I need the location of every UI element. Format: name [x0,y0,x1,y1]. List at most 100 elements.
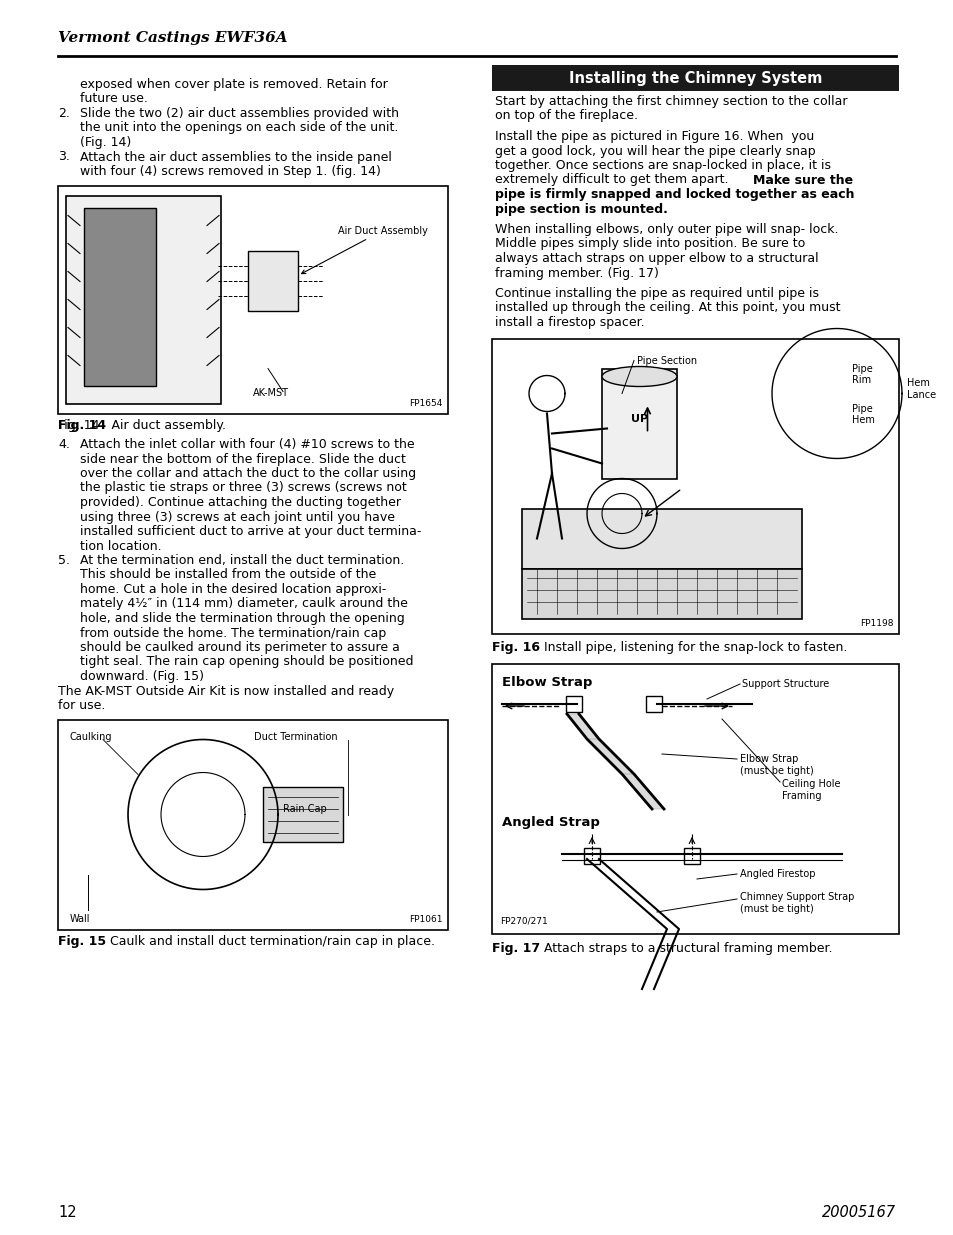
Text: on top of the fireplace.: on top of the fireplace. [495,110,638,122]
Text: Caulking: Caulking [70,731,112,741]
Text: Fig. 17: Fig. 17 [492,942,539,955]
Text: for use.: for use. [58,699,105,713]
Text: Elbow Strap
(must be tight): Elbow Strap (must be tight) [740,755,813,776]
Text: downward. (Fig. 15): downward. (Fig. 15) [80,671,204,683]
Text: mately 4½″ in (114 mm) diameter, caulk around the: mately 4½″ in (114 mm) diameter, caulk a… [80,598,408,610]
Text: always attach straps on upper elbow to a structural: always attach straps on upper elbow to a… [495,252,818,266]
Text: from outside the home. The termination/rain cap: from outside the home. The termination/r… [80,626,386,640]
Text: future use.: future use. [80,93,148,105]
Text: Fig. 14: Fig. 14 [58,420,106,432]
Text: This should be installed from the outside of the: This should be installed from the outsid… [80,568,375,582]
Text: tion location.: tion location. [80,540,161,552]
Text: (Fig. 14): (Fig. 14) [80,136,132,149]
Text: Elbow Strap: Elbow Strap [501,676,592,689]
Text: hole, and slide the termination through the opening: hole, and slide the termination through … [80,613,404,625]
Text: Start by attaching the first chimney section to the collar: Start by attaching the first chimney sec… [495,95,846,107]
Polygon shape [621,774,663,809]
FancyBboxPatch shape [492,664,898,934]
Text: get a good lock, you will hear the pipe clearly snap: get a good lock, you will hear the pipe … [495,144,815,158]
Text: 3.: 3. [58,151,70,163]
Text: The AK-MST Outside Air Kit is now installed and ready: The AK-MST Outside Air Kit is now instal… [58,684,394,698]
Text: over the collar and attach the duct to the collar using: over the collar and attach the duct to t… [80,467,416,480]
FancyBboxPatch shape [521,568,801,619]
Text: Pipe Section: Pipe Section [637,357,697,367]
Text: Install the pipe as pictured in Figure 16. When  you: Install the pipe as pictured in Figure 1… [495,130,814,143]
Text: Angled Strap: Angled Strap [501,816,599,829]
Text: installed up through the ceiling. At this point, you must: installed up through the ceiling. At thi… [495,301,840,315]
Text: When installing elbows, only outer pipe will snap- lock.: When installing elbows, only outer pipe … [495,224,838,236]
Polygon shape [586,739,634,774]
Text: 12: 12 [58,1205,76,1220]
Text: Middle pipes simply slide into position. Be sure to: Middle pipes simply slide into position.… [495,237,804,251]
Text: using three (3) screws at each joint until you have: using three (3) screws at each joint unt… [80,510,395,524]
Text: At the termination end, install the duct termination.: At the termination end, install the duct… [80,555,404,567]
Text: FP1061: FP1061 [409,915,442,925]
Text: 5.: 5. [58,555,70,567]
Text: FP270/271: FP270/271 [499,918,547,926]
Text: 2.: 2. [58,107,70,120]
Text: the plastic tie straps or three (3) screws (screws not: the plastic tie straps or three (3) scre… [80,482,406,494]
Text: FP1654: FP1654 [409,399,442,409]
FancyBboxPatch shape [583,848,599,864]
Text: together. Once sections are snap-locked in place, it is: together. Once sections are snap-locked … [495,159,830,172]
Text: home. Cut a hole in the desired location approxi-: home. Cut a hole in the desired location… [80,583,386,597]
Text: AK-MST: AK-MST [253,389,289,399]
Text: Install pipe, listening for the snap-lock to fasten.: Install pipe, listening for the snap-loc… [536,641,846,655]
FancyBboxPatch shape [601,368,677,478]
Text: extremely difficult to get them apart.: extremely difficult to get them apart. [495,173,736,186]
Text: UP: UP [631,414,648,424]
FancyBboxPatch shape [84,207,156,385]
Text: Support Structure: Support Structure [741,679,828,689]
FancyBboxPatch shape [263,787,343,842]
Text: 20005167: 20005167 [821,1205,895,1220]
Text: Attach straps to a structural framing member.: Attach straps to a structural framing me… [536,942,832,955]
Polygon shape [566,714,598,739]
Text: the unit into the openings on each side of the unit.: the unit into the openings on each side … [80,121,398,135]
FancyBboxPatch shape [58,185,448,414]
Text: pipe section is mounted.: pipe section is mounted. [495,203,667,215]
Text: exposed when cover plate is removed. Retain for: exposed when cover plate is removed. Ret… [80,78,387,91]
Text: Wall: Wall [70,914,91,925]
Text: installed sufficient duct to arrive at your duct termina-: installed sufficient duct to arrive at y… [80,525,421,538]
Text: Caulk and install duct termination/rain cap in place.: Caulk and install duct termination/rain … [102,935,435,948]
Text: install a firestop spacer.: install a firestop spacer. [495,316,644,329]
Text: Vermont Castings EWF36A: Vermont Castings EWF36A [58,31,287,44]
Text: FP1198: FP1198 [860,620,893,629]
Text: Hem
Lance: Hem Lance [906,378,935,400]
FancyBboxPatch shape [645,697,661,713]
Text: provided). Continue attaching the ducting together: provided). Continue attaching the ductin… [80,496,400,509]
FancyBboxPatch shape [58,720,448,930]
Text: Slide the two (2) air duct assemblies provided with: Slide the two (2) air duct assemblies pr… [80,107,398,120]
FancyBboxPatch shape [492,338,898,634]
Text: should be caulked around its perimeter to assure a: should be caulked around its perimeter t… [80,641,399,655]
Text: Angled Firestop: Angled Firestop [740,869,815,879]
FancyBboxPatch shape [565,697,581,713]
Ellipse shape [601,367,677,387]
Text: Fig. 14   Air duct assembly.: Fig. 14 Air duct assembly. [58,420,226,432]
Text: tight seal. The rain cap opening should be positioned: tight seal. The rain cap opening should … [80,656,413,668]
Text: Fig. 15: Fig. 15 [58,935,106,948]
Text: Duct Termination: Duct Termination [254,731,337,741]
Text: Installing the Chimney System: Installing the Chimney System [568,70,821,85]
Text: side near the bottom of the fireplace. Slide the duct: side near the bottom of the fireplace. S… [80,452,405,466]
Text: Chimney Support Strap
(must be tight): Chimney Support Strap (must be tight) [740,892,854,914]
Text: framing member. (Fig. 17): framing member. (Fig. 17) [495,267,659,279]
Text: Pipe
Rim: Pipe Rim [851,363,872,385]
FancyBboxPatch shape [248,251,297,310]
Text: with four (4) screws removed in Step 1. (fig. 14): with four (4) screws removed in Step 1. … [80,165,380,178]
Text: Pipe
Hem: Pipe Hem [851,404,874,425]
FancyBboxPatch shape [521,509,801,568]
Text: Make sure the: Make sure the [752,173,852,186]
Text: 4.: 4. [58,438,70,451]
Text: Rain Cap: Rain Cap [283,804,327,815]
Text: Attach the inlet collar with four (4) #10 screws to the: Attach the inlet collar with four (4) #1… [80,438,415,451]
FancyBboxPatch shape [683,848,700,864]
FancyBboxPatch shape [492,65,898,91]
Text: Air Duct Assembly: Air Duct Assembly [301,226,428,274]
Text: pipe is firmly snapped and locked together as each: pipe is firmly snapped and locked togeth… [495,188,854,201]
Text: Ceiling Hole
Framing: Ceiling Hole Framing [781,779,840,800]
Text: Fig. 16: Fig. 16 [492,641,539,655]
Text: Continue installing the pipe as required until pipe is: Continue installing the pipe as required… [495,287,818,300]
FancyBboxPatch shape [66,195,221,404]
Text: Attach the air duct assemblies to the inside panel: Attach the air duct assemblies to the in… [80,151,392,163]
